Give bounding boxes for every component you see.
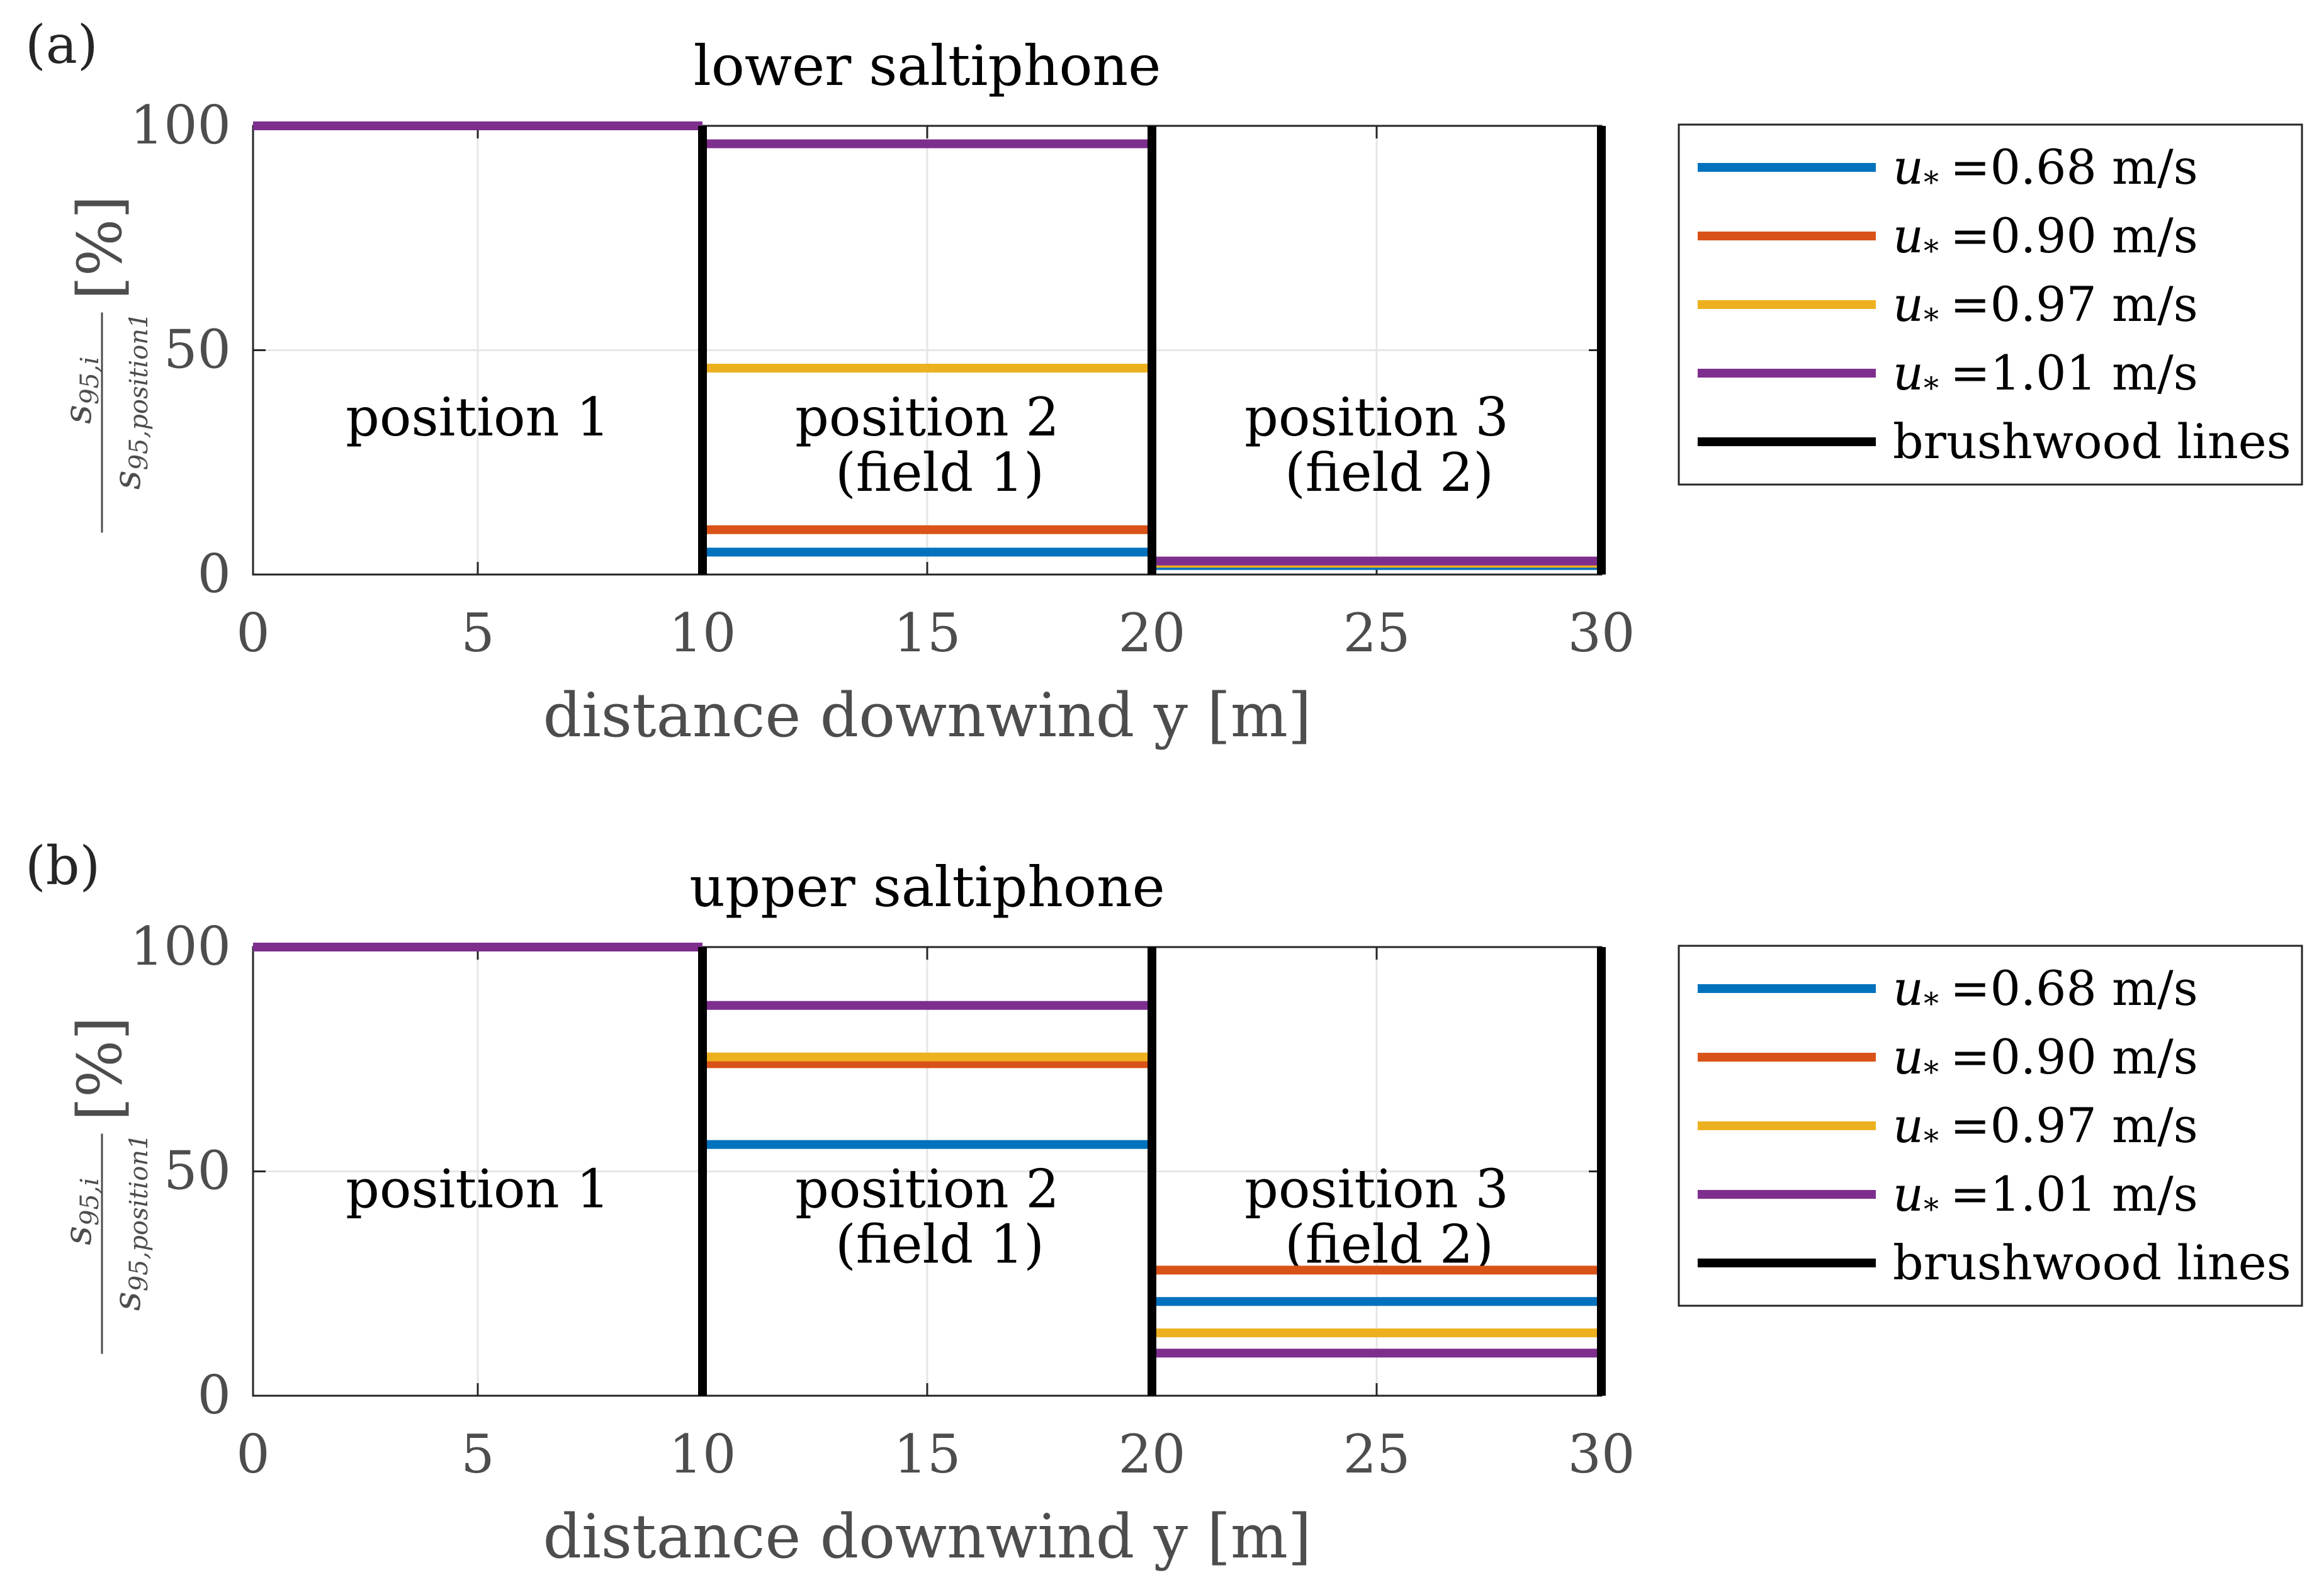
x-tick-label: 10: [669, 1423, 736, 1485]
x-tick-label: 15: [894, 602, 961, 664]
x-tick-label: 5: [461, 1423, 494, 1485]
chart-title: lower saltiphone: [694, 33, 1161, 98]
legend-value: 1.01 m/s: [1990, 345, 2198, 401]
y-label-denominator-sub: 95,position1: [125, 1134, 154, 1292]
x-tick-label: 0: [236, 1423, 269, 1485]
legend-u-subscript: *: [1924, 233, 1939, 269]
panel-label: (a): [25, 14, 98, 76]
y-tick-label: 100: [130, 94, 231, 156]
legend-u-symbol: u: [1893, 276, 1924, 332]
x-tick-label: 30: [1568, 602, 1635, 664]
region-sublabel: (field 1): [835, 442, 1044, 503]
legend-u-symbol: u: [1893, 139, 1924, 195]
y-label-numerator-symbol: s: [56, 1226, 100, 1245]
y-tick-label: 50: [164, 1140, 231, 1202]
legend-entry: u* =1.01 m/s: [1893, 1166, 2198, 1227]
legend-value: 0.90 m/s: [1990, 1029, 2198, 1085]
x-tick-label: 20: [1119, 602, 1186, 664]
legend-entry: u* =0.97 m/s: [1893, 1097, 2198, 1158]
legend-entry: u* =0.90 m/s: [1893, 208, 2198, 269]
legend-entry: u* =0.90 m/s: [1893, 1029, 2198, 1090]
region-label: position 1: [346, 386, 610, 448]
legend-equals: =: [1950, 345, 1990, 401]
region-label: position 3: [1244, 386, 1509, 448]
y-label-numerator-sub: 95,i: [76, 357, 104, 405]
region-sublabel: (field 2): [1285, 442, 1494, 503]
region-label: position 1: [346, 1158, 610, 1220]
x-tick-label: 30: [1568, 1423, 1635, 1485]
legend-brushwood-label: brushwood lines: [1893, 1235, 2291, 1291]
x-tick-label: 5: [461, 602, 494, 664]
legend-u-symbol: u: [1893, 1097, 1924, 1153]
legend-u-subscript: *: [1924, 1123, 1939, 1158]
legend-u-symbol: u: [1893, 1029, 1924, 1085]
y-label-unit: [%]: [65, 1016, 135, 1121]
legend-equals: =: [1950, 276, 1990, 332]
x-tick-label: 25: [1343, 1423, 1411, 1485]
legend-value: 0.68 m/s: [1990, 960, 2198, 1016]
y-tick-label: 50: [164, 319, 231, 381]
legend-equals: =: [1950, 139, 1990, 195]
x-tick-label: 15: [894, 1423, 961, 1485]
y-label-denominator: s95,position1: [105, 313, 154, 490]
legend-equals: =: [1950, 1097, 1990, 1153]
x-tick-label: 25: [1343, 602, 1411, 664]
legend-value: 0.90 m/s: [1990, 208, 2198, 264]
legend-u-subscript: *: [1924, 371, 1939, 406]
x-axis-label: distance downwind y [m]: [543, 1501, 1312, 1572]
panel-a: (a) lower saltiphone 0 5 10 15 20 25 30 0 50 100 dis…: [25, 14, 2303, 751]
region-sublabel: (field 1): [835, 1214, 1044, 1276]
y-label-numerator: s95,i: [56, 1178, 104, 1245]
y-label-denominator-symbol: s: [105, 1291, 149, 1311]
legend-value: 1.01 m/s: [1990, 1166, 2198, 1222]
legend-equals: =: [1950, 1166, 1990, 1222]
legend-u-subscript: *: [1924, 165, 1939, 200]
legend-value: 0.97 m/s: [1990, 276, 2198, 332]
legend-entry: u* =1.01 m/s: [1893, 345, 2198, 406]
y-label-denominator: s95,position1: [105, 1134, 154, 1311]
legend-u-subscript: *: [1924, 1055, 1939, 1090]
legend-u-subscript: *: [1924, 302, 1939, 337]
legend-entry: u* =0.68 m/s: [1893, 960, 2198, 1021]
panel-b: (b) upper saltiphone 0 5 10 15 20 25 30 0 50 100 dis…: [25, 835, 2303, 1572]
x-tick-label: 20: [1119, 1423, 1186, 1485]
legend-equals: =: [1950, 1029, 1990, 1085]
region-label: position 2: [795, 1158, 1059, 1220]
legend-entry: u* =0.97 m/s: [1893, 276, 2198, 337]
region-sublabel: (field 2): [1285, 1214, 1494, 1276]
legend-u-subscript: *: [1924, 986, 1939, 1021]
legend-value: 0.97 m/s: [1990, 1097, 2198, 1153]
legend-u-subscript: *: [1924, 1192, 1939, 1227]
y-label-numerator-sub: 95,i: [76, 1178, 104, 1226]
legend-equals: =: [1950, 208, 1990, 264]
legend-u-symbol: u: [1893, 960, 1924, 1016]
x-tick-label: 0: [236, 602, 269, 664]
panel-label: (b): [25, 835, 100, 897]
legend-u-symbol: u: [1893, 345, 1924, 401]
x-axis-label: distance downwind y [m]: [543, 680, 1312, 751]
legend-u-symbol: u: [1893, 1166, 1924, 1222]
chart-title: upper saltiphone: [689, 855, 1165, 919]
y-label-numerator-symbol: s: [56, 405, 100, 424]
legend-entry: u* =0.68 m/s: [1893, 139, 2198, 200]
x-tick-label: 10: [669, 602, 736, 664]
region-label: position 3: [1244, 1158, 1509, 1220]
y-label-numerator: s95,i: [56, 357, 104, 424]
legend: u* =0.68 m/su* =0.90 m/su* =0.97 m/su* =1.01…: [1678, 123, 2303, 486]
y-tick-label: 0: [198, 543, 231, 605]
y-tick-label: 0: [198, 1364, 231, 1426]
y-label-unit: [%]: [65, 195, 135, 300]
y-tick-label: 100: [130, 916, 231, 977]
legend: u* =0.68 m/su* =0.90 m/su* =0.97 m/su* =1.01…: [1678, 945, 2303, 1307]
legend-equals: =: [1950, 960, 1990, 1016]
legend-u-symbol: u: [1893, 208, 1924, 264]
legend-brushwood-label: brushwood lines: [1893, 413, 2291, 469]
legend-value: 0.68 m/s: [1990, 139, 2198, 195]
y-label-denominator-symbol: s: [105, 470, 149, 490]
region-label: position 2: [795, 386, 1059, 448]
y-label-denominator-sub: 95,position1: [125, 313, 154, 471]
